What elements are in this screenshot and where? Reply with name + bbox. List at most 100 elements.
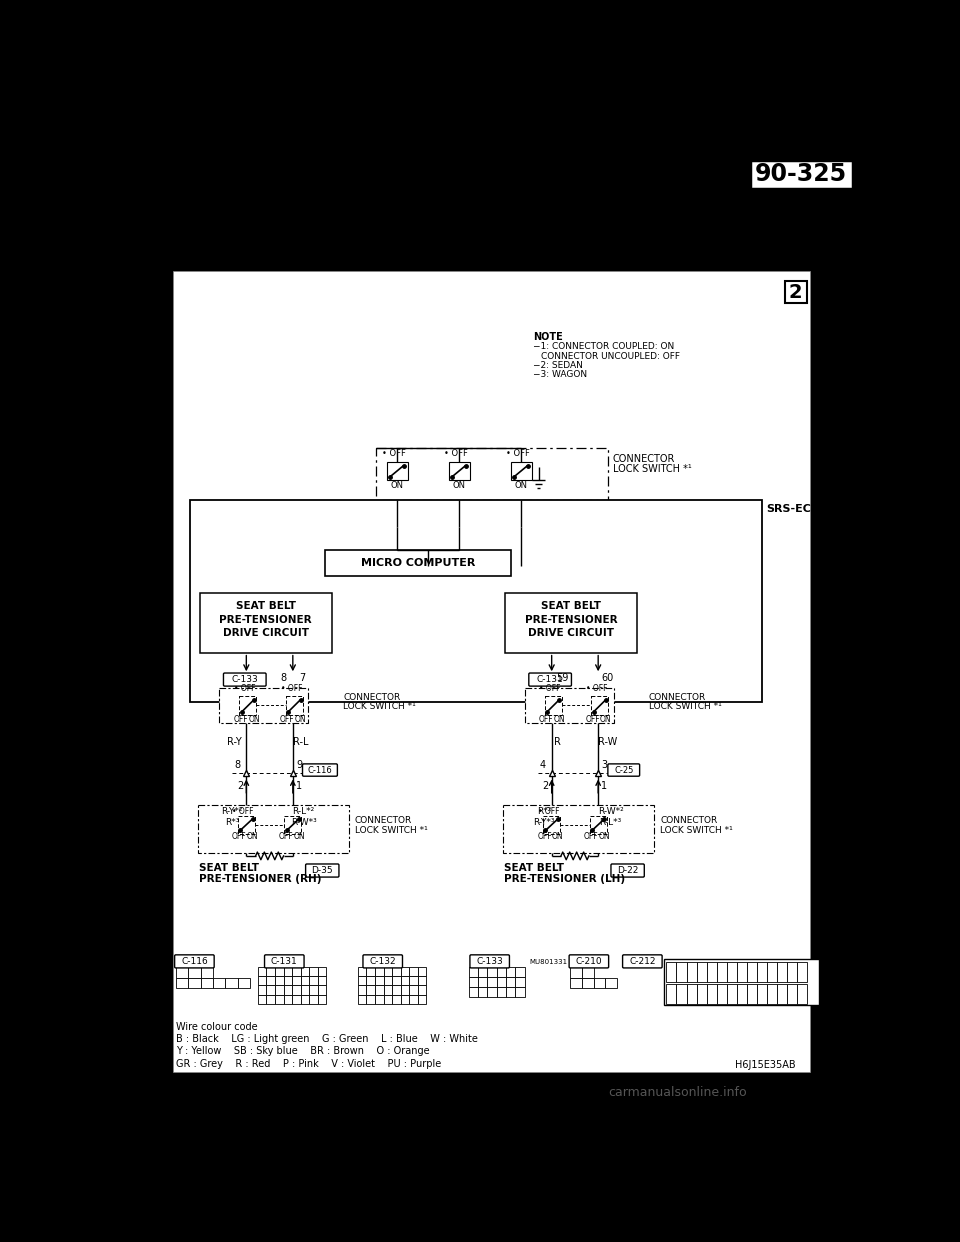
Text: ON: ON bbox=[600, 715, 612, 724]
Bar bbox=[505, 592, 636, 652]
Text: OFF: OFF bbox=[278, 832, 293, 841]
Bar bbox=[383, 966, 392, 976]
Text: OFF: OFF bbox=[584, 832, 598, 841]
Bar bbox=[318, 966, 326, 976]
Bar bbox=[737, 963, 747, 982]
Text: LOCK SWITCH *¹: LOCK SWITCH *¹ bbox=[612, 463, 691, 473]
Bar bbox=[392, 995, 400, 1004]
Text: PRE-TENSIONER: PRE-TENSIONER bbox=[220, 615, 312, 625]
Text: 7: 7 bbox=[299, 673, 305, 683]
Bar bbox=[418, 995, 426, 1004]
Bar bbox=[325, 550, 512, 576]
Bar bbox=[258, 995, 267, 1004]
Bar bbox=[757, 984, 767, 1004]
Bar bbox=[258, 985, 267, 995]
Bar bbox=[176, 977, 188, 989]
Text: R: R bbox=[555, 737, 562, 746]
Text: CONNECTOR: CONNECTOR bbox=[612, 455, 675, 465]
Bar bbox=[258, 976, 267, 985]
Text: • OFF: • OFF bbox=[232, 807, 254, 816]
Bar bbox=[292, 995, 300, 1004]
Text: DRIVE CIRCUIT: DRIVE CIRCUIT bbox=[223, 627, 309, 637]
Text: R*²: R*² bbox=[537, 807, 551, 816]
Text: 2: 2 bbox=[542, 781, 548, 791]
Text: 4: 4 bbox=[540, 760, 545, 770]
Bar bbox=[785, 282, 806, 303]
Bar bbox=[747, 963, 757, 982]
Bar bbox=[392, 985, 400, 995]
Bar bbox=[737, 984, 747, 1004]
Bar bbox=[409, 966, 418, 976]
Bar bbox=[488, 966, 496, 976]
Bar bbox=[284, 816, 301, 833]
Bar bbox=[697, 984, 707, 1004]
Bar bbox=[383, 976, 392, 985]
Text: • OFF: • OFF bbox=[538, 807, 560, 816]
FancyBboxPatch shape bbox=[469, 955, 510, 968]
Text: • OFF: • OFF bbox=[507, 450, 530, 458]
Bar bbox=[503, 805, 654, 853]
Bar bbox=[283, 966, 292, 976]
Text: OFF: OFF bbox=[538, 832, 552, 841]
Text: −3: WAGON: −3: WAGON bbox=[533, 370, 588, 379]
Bar bbox=[589, 816, 607, 833]
Text: ON: ON bbox=[295, 715, 306, 724]
Bar bbox=[750, 160, 853, 189]
Bar bbox=[375, 448, 609, 501]
Text: NOTE: NOTE bbox=[533, 333, 563, 343]
Bar bbox=[798, 984, 807, 1004]
Text: D-22: D-22 bbox=[617, 866, 638, 876]
Bar bbox=[283, 976, 292, 985]
Bar bbox=[283, 995, 292, 1004]
Bar bbox=[516, 966, 524, 976]
Bar bbox=[201, 966, 213, 977]
Bar bbox=[239, 696, 256, 715]
Bar bbox=[188, 977, 201, 989]
Bar bbox=[686, 984, 697, 1004]
Bar bbox=[309, 976, 318, 985]
Bar bbox=[468, 987, 478, 997]
Bar bbox=[213, 977, 226, 989]
Text: LOCK SWITCH *¹: LOCK SWITCH *¹ bbox=[649, 702, 721, 710]
Text: SEAT BELT: SEAT BELT bbox=[199, 863, 259, 873]
Bar bbox=[448, 462, 470, 481]
Text: ON: ON bbox=[249, 715, 260, 724]
Bar bbox=[400, 985, 409, 995]
Bar bbox=[275, 976, 283, 985]
FancyBboxPatch shape bbox=[305, 864, 339, 877]
Bar bbox=[727, 984, 737, 1004]
Text: MU801841: MU801841 bbox=[134, 959, 173, 965]
Text: R-Y: R-Y bbox=[227, 737, 241, 746]
Bar bbox=[238, 816, 254, 833]
Text: Wire colour code: Wire colour code bbox=[176, 1022, 257, 1032]
Bar bbox=[300, 985, 309, 995]
Bar bbox=[292, 985, 300, 995]
Bar bbox=[506, 966, 516, 976]
Text: 60: 60 bbox=[601, 673, 613, 683]
Bar bbox=[375, 985, 383, 995]
Bar bbox=[767, 963, 778, 982]
Bar bbox=[375, 976, 383, 985]
Text: 9: 9 bbox=[296, 760, 302, 770]
Bar bbox=[318, 976, 326, 985]
Bar bbox=[176, 966, 188, 977]
Text: ON: ON bbox=[453, 481, 466, 491]
Text: LOCK SWITCH *¹: LOCK SWITCH *¹ bbox=[660, 826, 732, 835]
Text: CONNECTOR: CONNECTOR bbox=[344, 693, 400, 702]
Bar bbox=[267, 966, 275, 976]
Bar bbox=[496, 966, 506, 976]
Bar bbox=[300, 995, 309, 1004]
Text: R*³: R*³ bbox=[226, 817, 240, 826]
Bar bbox=[697, 963, 707, 982]
Text: PRE-TENSIONER: PRE-TENSIONER bbox=[525, 615, 617, 625]
Bar bbox=[686, 963, 697, 982]
Bar bbox=[677, 984, 686, 1004]
Bar bbox=[727, 963, 737, 982]
Text: C-133: C-133 bbox=[476, 956, 503, 966]
Bar bbox=[267, 976, 275, 985]
Bar bbox=[358, 976, 367, 985]
Text: 1: 1 bbox=[296, 781, 302, 791]
Bar bbox=[173, 271, 809, 1072]
Text: R-L*²: R-L*² bbox=[293, 807, 315, 816]
Bar bbox=[292, 966, 300, 976]
